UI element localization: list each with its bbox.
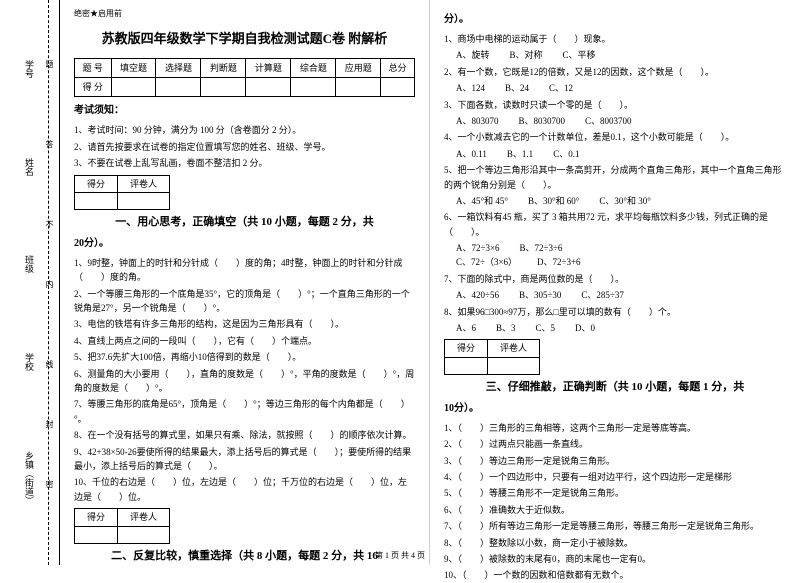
question: 1、9时整，钟面上的时针和分针成（ ）度的角；4时整，钟面上的时针和分针成（ ）…	[74, 256, 415, 285]
page-footer: 第 1 页 共 4 页	[0, 550, 800, 561]
question: 6、（ ）准确数大于近似数。	[444, 503, 786, 517]
question: 3、下面各数，读数时只读一个零的是（ ）。	[444, 98, 786, 112]
options: C、72÷（3×6）D、72÷3+6	[456, 255, 786, 269]
margin-label: 姓名	[23, 158, 36, 176]
question: 6、测量角的大小要用（ ），直角的度数是（ ）°，平角的度数是（ ）°，周角的度…	[74, 367, 415, 396]
scorebox-cell	[118, 526, 170, 543]
column-left: 绝密★启用前 苏教版四年级数学下学期自我检测试题C卷 附解析 题 号 填空题 选…	[60, 0, 430, 565]
notice-item: 3、不要在试卷上乱写乱画，卷面不整洁扣 2 分。	[74, 156, 415, 170]
score-header: 判断题	[201, 58, 246, 77]
notice-title: 考试须知：	[74, 103, 415, 119]
question: 4、一个小数减去它的一个计数单位，差是0.1，这个小数可能是（ ）。	[444, 130, 786, 144]
question: 1、商场中电梯的运动属于（ ）现象。	[444, 32, 786, 46]
question: 3、电信的铁塔有许多三角形的结构，这是因为三角形具有（ ）。	[74, 317, 415, 331]
scorebox-label: 评卷人	[488, 340, 540, 357]
question: 5、（ ）等腰三角形不一定是锐角三角形。	[444, 486, 786, 500]
scorebox: 得分评卷人	[74, 175, 170, 211]
margin-label: 班级	[23, 255, 36, 273]
question: 7、等腰三角形的底角是65°，顶角是（ ）°；等边三角形的每个内角都是（ ）°。	[74, 397, 415, 426]
section3-title: 三、仔细推敲，正确判断（共 10 小题，每题 1 分，共	[444, 379, 786, 397]
dash-label: 答	[44, 140, 55, 148]
scorebox: 得分评卷人	[444, 339, 540, 375]
score-cell	[201, 77, 246, 96]
notice-item: 1、考试时间：90 分钟，满分为 100 分（含卷面分 2 分）。	[74, 123, 415, 137]
score-header: 总分	[381, 58, 415, 77]
question: 3、（ ）等边三角形一定是锐角三角形。	[444, 454, 786, 468]
dash-label: 密	[44, 480, 55, 488]
options: A、124B、24C、12	[456, 81, 786, 95]
question: 4、直线上两点之间的一段叫（ ），它有（ ）个端点。	[74, 334, 415, 348]
question: 1、（ ）三角形的三角相等，这两个三角形一定是等底等高。	[444, 421, 786, 435]
options: A、6B、3C、5D、0	[456, 321, 786, 335]
score-header: 填空题	[111, 58, 156, 77]
section1-pts: 20分）。	[74, 236, 415, 252]
margin-label: 学号	[23, 60, 36, 78]
section3-pts: 10分）。	[444, 401, 786, 417]
dash-label: 不	[44, 220, 55, 228]
options: A、0.11B、1.1C、0.1	[456, 147, 786, 161]
scorebox-label: 得分	[75, 175, 118, 192]
question: 7、下面的除式中，商是两位数的是（ ）。	[444, 272, 786, 286]
score-cell	[246, 77, 291, 96]
content-area: 绝密★启用前 苏教版四年级数学下学期自我检测试题C卷 附解析 题 号 填空题 选…	[60, 0, 800, 565]
dash-label: 题	[44, 60, 55, 68]
dash-label: 线	[44, 360, 55, 368]
question: 2、一个等腰三角形的一个底角是35°，它的顶角是（ ）°；一个直角三角形的一个锐…	[74, 287, 415, 316]
question: 10、（ ）一个数的因数和倍数都有无数个。	[444, 568, 786, 582]
score-cell	[336, 77, 381, 96]
score-table: 题 号 填空题 选择题 判断题 计算题 综合题 应用题 总分 得 分	[74, 58, 415, 98]
section2-pts: 分）。	[444, 12, 786, 28]
score-cell	[156, 77, 201, 96]
score-header: 题 号	[75, 58, 112, 77]
options: A、72÷3×6B、72÷3÷6	[456, 241, 786, 255]
exam-title: 苏教版四年级数学下学期自我检测试题C卷 附解析	[74, 29, 415, 50]
section1-title: 一、用心思考，正确填空（共 10 小题，每题 2 分，共	[74, 214, 415, 232]
scorebox: 得分评卷人	[74, 508, 170, 544]
scorebox-cell	[445, 357, 488, 374]
question: 7、（ ）所有等边三角形一定是等腰三角形，等腰三角形一定是锐角三角形。	[444, 519, 786, 533]
options: A、803070B、8030700C、8003700	[456, 114, 786, 128]
scorebox-cell	[75, 192, 118, 209]
score-header: 选择题	[156, 58, 201, 77]
dash-label: 封	[44, 420, 55, 428]
score-cell	[291, 77, 336, 96]
scorebox-label: 得分	[75, 509, 118, 526]
question: 5、把37.6先扩大100倍，再缩小10倍得到的数是（ ）。	[74, 350, 415, 364]
margin-label: 乡镇（街道）	[23, 451, 36, 505]
score-cell	[381, 77, 415, 96]
question: 5、把一个等边三角形沿其中一条高剪开，分成两个直角三角形，其中一个直角三角形的两…	[444, 163, 786, 192]
notice-item: 2、请首先按要求在试卷的指定位置填写您的姓名、班级、学号。	[74, 140, 415, 154]
score-header: 综合题	[291, 58, 336, 77]
options: A、45°和 45°B、30°和 60°C、30°和 30°	[456, 194, 786, 208]
scorebox-cell	[75, 526, 118, 543]
options: A、旋转B、对称C、平移	[456, 48, 786, 62]
scorebox-label: 评卷人	[118, 509, 170, 526]
dash-label: 内	[44, 280, 55, 288]
question: 2、有一个数，它既是12的倍数，又是12的因数，这个数是（ ）。	[444, 65, 786, 79]
question: 9、42+38×50-26要使所得的结果最大，添上括号后的算式是（ ）；要使所得…	[74, 445, 415, 474]
scorebox-label: 得分	[445, 340, 488, 357]
question: 8、（ ）整数除以小数，商一定小于被除数。	[444, 536, 786, 550]
score-header: 应用题	[336, 58, 381, 77]
question: 4、（ ）一个四边形中，只要有一组对边平行，这个四边形一定是梯形	[444, 470, 786, 484]
score-header: 计算题	[246, 58, 291, 77]
score-cell: 得 分	[75, 77, 112, 96]
scorebox-label: 评卷人	[118, 175, 170, 192]
question: 6、一箱饮料有45 瓶，买了 3 箱共用72 元，求平均每瓶饮料多少钱，列式正确…	[444, 210, 786, 239]
question: 10、千位的右边是（ ）位，左边是（ ）位；千万位的右边是（ ）位，左边是（ ）…	[74, 475, 415, 504]
scorebox-cell	[488, 357, 540, 374]
column-right: 分）。 1、商场中电梯的运动属于（ ）现象。 A、旋转B、对称C、平移 2、有一…	[430, 0, 800, 565]
margin-label: 学校	[23, 353, 36, 371]
question: 2、（ ）过两点只能画一条直线。	[444, 437, 786, 451]
question: 8、在一个没有括号的算式里，如果只有乘、除法，就按照（ ）的顺序依次计算。	[74, 428, 415, 442]
scorebox-cell	[118, 192, 170, 209]
notice-list: 1、考试时间：90 分钟，满分为 100 分（含卷面分 2 分）。 2、请首先按…	[74, 123, 415, 170]
options: A、420÷56B、305÷30C、285÷37	[456, 288, 786, 302]
secret-label: 绝密★启用前	[74, 8, 415, 21]
binding-margin: 学号 题 姓名 答 班级 不 内 学校 线 封 乡镇（街道） 密	[0, 0, 60, 565]
question: 8、如果96□300≈97万，那么□里可以填的数有（ ）个。	[444, 305, 786, 319]
score-cell	[111, 77, 156, 96]
